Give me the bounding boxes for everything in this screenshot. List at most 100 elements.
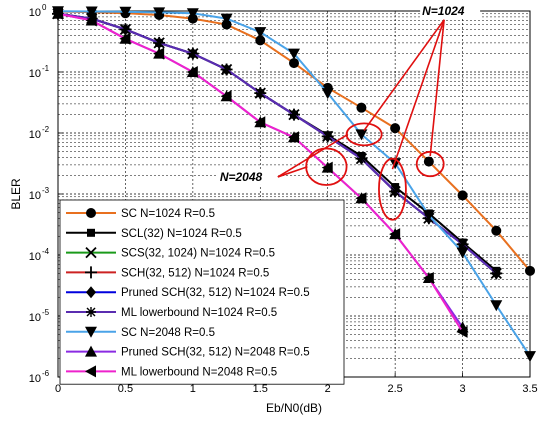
- data-point: [221, 64, 232, 75]
- data-point: [289, 58, 299, 69]
- data-point: [255, 88, 266, 99]
- data-point: [422, 210, 435, 222]
- legend-entry-1: SCL(32) N=1024 R=0.5: [66, 228, 242, 240]
- legend-entry-4: Pruned SCH(32, 512) N=1024 R=0.5: [66, 286, 310, 299]
- annotation-box: [420, 2, 481, 19]
- data-point: [153, 7, 166, 19]
- y-tick-exponent: -1: [42, 64, 50, 73]
- x-tick-label: 3.5: [522, 383, 537, 395]
- y-tick-label: 10: [29, 68, 41, 80]
- y-tick-label: 10: [29, 190, 41, 202]
- legend-label: ML lowerbound N=2048 R=0.5: [121, 366, 277, 378]
- data-point: [186, 8, 199, 20]
- y-tick-label: 10: [29, 7, 41, 19]
- data-point: [389, 228, 401, 241]
- annotation-arrow: [391, 19, 445, 170]
- data-point: [321, 88, 334, 100]
- legend-entry-3: SCH(32, 512) N=1024 R=0.5: [66, 266, 269, 279]
- data-point: [85, 14, 97, 27]
- x-tick-label: 2.5: [387, 383, 402, 395]
- annotation-n2048: N=2048: [220, 170, 263, 184]
- series-6: [52, 6, 536, 363]
- data-point: [119, 6, 132, 18]
- legend-entry-0: SC N=1024 R=0.5: [66, 208, 215, 220]
- data-point: [289, 109, 299, 120]
- y-axis-label: BLER: [9, 178, 23, 210]
- data-point: [186, 66, 198, 78]
- y-tick-label: 10: [29, 251, 41, 263]
- legend-entry-2: SCS(32, 1024) N=1024 R=0.5: [66, 246, 275, 260]
- legend-marker: [85, 345, 97, 357]
- data-point: [390, 186, 401, 197]
- axes-layer: 0 0.5 1 1.5 2 2.5 3 3.510 010 -110 -210 -310 -410 -51…: [9, 3, 538, 415]
- y-tick-exponent: -3: [42, 186, 50, 195]
- data-point: [119, 32, 131, 45]
- data-point: [490, 300, 503, 312]
- y-tick-exponent: -6: [42, 369, 50, 378]
- legend-entry-7: Pruned SCH(32, 512) N=2048 R=0.5: [66, 345, 310, 359]
- legend-layer: SC N=1024 R=0.5 SCL(32) N=1024 R=0.5 SCS(3…: [59, 199, 345, 385]
- data-point: [524, 351, 536, 363]
- data-point: [491, 225, 502, 236]
- x-tick-label: 1.5: [253, 383, 268, 395]
- data-point: [154, 37, 165, 48]
- data-point: [288, 131, 299, 144]
- annotation-arrow: [429, 19, 445, 157]
- x-tick-label: 0: [55, 383, 61, 395]
- legend-label: SCH(32, 512) N=1024 R=0.5: [121, 267, 269, 279]
- data-point: [356, 102, 367, 113]
- series-layer: [52, 6, 536, 363]
- data-point: [85, 6, 98, 18]
- legend-entry-6: SC N=2048 R=0.5: [66, 326, 215, 339]
- data-point: [254, 116, 266, 129]
- data-point: [321, 161, 333, 174]
- legend-marker: [86, 208, 96, 218]
- legend-marker: [85, 326, 97, 338]
- legend-entry-5: ML lowerbound N=1024 R=0.5: [66, 307, 277, 319]
- annotation-arrow: [277, 165, 308, 178]
- data-point: [220, 90, 232, 103]
- x-tick-label: 1: [190, 383, 196, 395]
- legend-label: SCS(32, 1024) N=1024 R=0.5: [121, 248, 275, 260]
- data-point: [423, 156, 434, 167]
- y-tick-exponent: -4: [42, 247, 50, 256]
- legend-entry-8: ML lowerbound N=2048 R=0.5: [66, 365, 277, 378]
- legend-label: SC N=1024 R=0.5: [121, 208, 215, 220]
- legend-marker: [85, 266, 97, 279]
- legend-label: ML lowerbound N=1024 R=0.5: [121, 307, 277, 319]
- legend-label: SCL(32) N=1024 R=0.5: [121, 228, 242, 240]
- data-point: [355, 192, 367, 205]
- data-point: [120, 24, 131, 35]
- data-point: [525, 265, 535, 276]
- y-tick-label: 10: [29, 129, 41, 141]
- x-tick-label: 2: [325, 383, 331, 395]
- legend-marker: [85, 246, 97, 259]
- data-point: [355, 129, 368, 141]
- data-point: [491, 268, 502, 279]
- y-tick-exponent: -2: [42, 125, 50, 134]
- data-point: [390, 123, 401, 134]
- annotation-arrow: [363, 19, 445, 131]
- data-point: [457, 190, 468, 201]
- legend-marker: [87, 228, 95, 237]
- x-tick-label: 3: [460, 383, 466, 395]
- y-tick-exponent: -5: [42, 308, 50, 317]
- data-point: [356, 153, 367, 164]
- highlight-ellipse: [378, 157, 407, 221]
- annotation-arrow: [277, 133, 349, 178]
- legend-label: Pruned SCH(32, 512) N=1024 R=0.5: [121, 287, 310, 299]
- y-tick-label: 10: [29, 312, 41, 324]
- annotation-layer: N=1024 N=2048: [217, 2, 481, 221]
- data-point: [52, 7, 63, 20]
- series-8: [52, 7, 468, 338]
- legend-label: SC N=2048 R=0.5: [121, 327, 215, 339]
- legend-label: Pruned SCH(32, 512) N=2048 R=0.5: [121, 347, 310, 359]
- y-tick-exponent: 0: [42, 3, 47, 12]
- data-point: [153, 47, 165, 60]
- data-point: [254, 27, 267, 39]
- annotation-box: [217, 168, 278, 185]
- legend-marker: [86, 307, 96, 317]
- y-tick-label: 10: [29, 373, 41, 385]
